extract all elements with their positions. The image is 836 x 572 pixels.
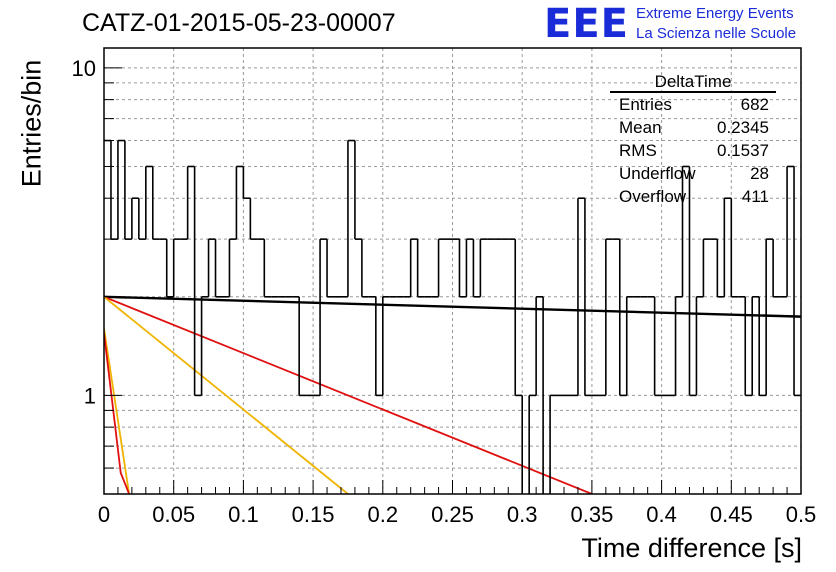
x-tick-label: 0.3	[507, 502, 538, 527]
x-tick-label: 0.5	[786, 502, 817, 527]
fit-curve	[104, 296, 349, 494]
stats-row-label: Mean	[619, 118, 662, 137]
x-tick-label: 0.1	[228, 502, 259, 527]
stats-box: DeltaTime Entries 682 Mean 0.2345 RMS 0.1537 Un…	[610, 72, 776, 206]
stats-row-value: 0.1537	[717, 141, 769, 160]
axes: 0 0.05 0.1 0.15 0.2 0.25 0.3 0.35 0.4 0.45 0.5 1 10	[72, 56, 817, 527]
x-tick-label: 0.35	[570, 502, 613, 527]
y-axis-label: Entries/bin	[16, 59, 47, 188]
fit-curve	[104, 295, 801, 318]
stats-row-value: 28	[750, 164, 769, 183]
x-tick-label: 0.25	[431, 502, 474, 527]
run-title: CATZ-01-2015-05-23-00007	[82, 9, 396, 37]
x-tick-label: 0.4	[646, 502, 677, 527]
fit-curve	[104, 332, 130, 494]
x-tick-label: 0.2	[368, 502, 399, 527]
x-tick-label: 0.45	[710, 502, 753, 527]
y-tick-label: 1	[84, 383, 96, 408]
histogram-series	[104, 139, 801, 494]
y-tick-label: 10	[72, 56, 96, 81]
eee-logo: EEE	[544, 1, 629, 47]
logo-text-line-1: Extreme Energy Events	[636, 5, 794, 22]
grid-layer	[104, 48, 801, 494]
fit-curve	[104, 295, 593, 494]
x-tick-label: 0.15	[292, 502, 335, 527]
stats-row-label: Overflow	[619, 187, 687, 206]
stats-row-label: Underflow	[619, 164, 696, 183]
x-axis-label: Time difference [s]	[581, 533, 802, 563]
stats-row-value: 682	[741, 95, 769, 114]
stats-row-label: Entries	[619, 95, 672, 114]
stats-row-label: RMS	[619, 141, 657, 160]
stats-row-value: 411	[742, 187, 769, 206]
x-tick-label: 0	[98, 502, 110, 527]
stats-row-value: 0.2345	[717, 118, 769, 137]
fit-curve	[104, 328, 130, 494]
fit-curves	[104, 295, 801, 494]
logo-text-line-2: La Scienza nelle Scuole	[636, 25, 797, 42]
stats-title: DeltaTime	[655, 72, 732, 91]
x-tick-label: 0.05	[152, 502, 195, 527]
